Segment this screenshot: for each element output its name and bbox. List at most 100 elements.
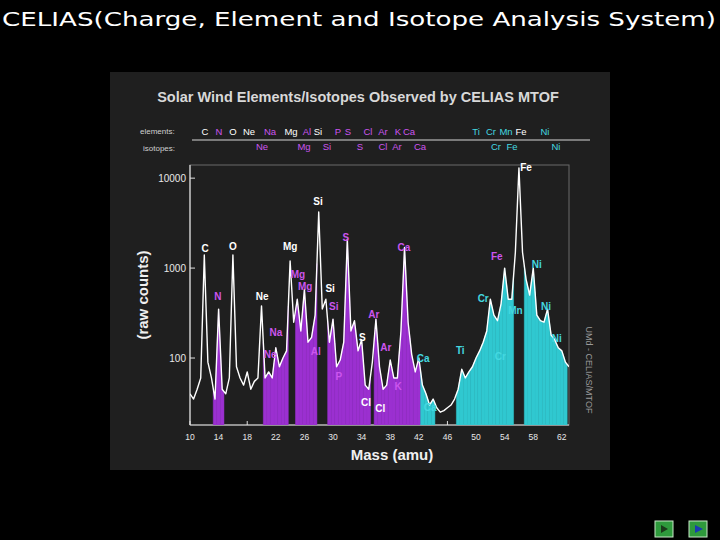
- y-axis: [189, 165, 190, 425]
- element-label: P: [335, 126, 341, 137]
- spectrum-fill: [481, 337, 485, 425]
- peak-label: Cr: [495, 351, 506, 362]
- peak-label: Ti: [456, 345, 465, 356]
- x-tick-label: 46: [443, 432, 453, 442]
- element-label: Ni: [541, 126, 550, 137]
- spectrum-fill: [492, 307, 496, 425]
- slide-title: CELIAS(Charge, Element and Isotope Analy…: [2, 7, 716, 31]
- x-tick: [190, 421, 191, 425]
- x-tick-label: 14: [214, 432, 224, 442]
- isotope-label: Mg: [297, 141, 310, 152]
- spectrum-fill: [471, 362, 475, 425]
- spectrum-line: [190, 168, 569, 412]
- element-label: O: [229, 126, 236, 137]
- x-tick: [247, 421, 248, 425]
- peak-label: Ca: [417, 353, 430, 364]
- side-credit: UMd - CELIAS/MTOF: [584, 327, 594, 414]
- nav-next-icon[interactable]: [695, 525, 703, 533]
- spectrum-fill: [478, 347, 482, 425]
- spectrum-fill: [503, 268, 507, 425]
- x-tick-label: 10: [185, 432, 195, 442]
- figure-panel: [110, 72, 610, 470]
- peak-label: Cl: [361, 397, 371, 408]
- x-tick-label: 38: [385, 432, 395, 442]
- peak-label: Ar: [368, 309, 379, 320]
- peak-label: Na: [269, 327, 282, 338]
- spectrum-fill: [489, 299, 493, 425]
- isotope-label: Fe: [506, 141, 517, 152]
- isotope-label: Ni: [552, 141, 561, 152]
- peak-label: O: [229, 241, 237, 252]
- x-axis-label: Mass (amu): [351, 446, 434, 463]
- x-tick-label: 50: [471, 432, 481, 442]
- isotope-label: Ne: [256, 141, 268, 152]
- spectrum-fill: [542, 316, 546, 425]
- peak-label: Mg: [283, 241, 297, 252]
- peak-label: C: [201, 243, 208, 254]
- x-tick: [447, 421, 448, 425]
- peak-label: Cl: [375, 403, 385, 414]
- spectrum-fill: [539, 318, 543, 425]
- x-tick-label: 58: [529, 432, 539, 442]
- element-label: Cl: [364, 126, 373, 137]
- x-tick-label: 34: [357, 432, 367, 442]
- x-tick-label: 42: [414, 432, 424, 442]
- x-tick-label: 30: [328, 432, 338, 442]
- peak-label: Mg: [298, 281, 312, 292]
- spectrum-fill: [556, 344, 560, 425]
- isotope-label: Cr: [491, 141, 501, 152]
- element-label: Na: [264, 126, 277, 137]
- nav-back-icon[interactable]: [661, 525, 668, 533]
- peak-label: S: [359, 332, 366, 343]
- peak-label: S: [343, 232, 350, 243]
- elements-label: elements:: [140, 127, 175, 136]
- isotope-label: Ca: [414, 141, 427, 152]
- nav-back-button[interactable]: [655, 521, 673, 537]
- peak-label: Ca: [424, 402, 437, 413]
- spectrum-fill: [310, 326, 314, 425]
- spectrum-fill: [546, 309, 550, 425]
- spectrum-fill: [553, 337, 557, 425]
- spectrum-fill: [524, 266, 528, 425]
- element-label: Mn: [499, 126, 512, 137]
- x-tick-label: 26: [300, 432, 310, 442]
- peak-label: Ni: [552, 333, 562, 344]
- peak-label: Si: [325, 283, 335, 294]
- peak-label: Ar: [380, 342, 391, 353]
- peak-label: N: [214, 291, 221, 302]
- element-label: K: [395, 126, 402, 137]
- nav-next-box[interactable]: [689, 521, 707, 537]
- peak-label: Cr: [478, 293, 489, 304]
- x-tick-label: 22: [271, 432, 281, 442]
- element-label: Mg: [284, 126, 297, 137]
- spectrum-fill: [467, 369, 471, 425]
- spectrum-fill: [474, 354, 478, 425]
- isotope-label: Si: [323, 141, 331, 152]
- peak-label: Al: [311, 346, 321, 357]
- y-axis-label: (raw counts): [134, 250, 151, 339]
- spectrum-fill: [295, 299, 299, 425]
- nav-back-box[interactable]: [655, 521, 673, 537]
- peak-label: Ne: [264, 349, 277, 360]
- spectrum-fill: [267, 372, 271, 425]
- element-label: Ti: [472, 126, 480, 137]
- x-tick-label: 18: [242, 432, 252, 442]
- x-tick-label: 54: [500, 432, 510, 442]
- spectrum-fill: [560, 349, 564, 425]
- x-tick-label: 62: [557, 432, 567, 442]
- element-label: Ne: [243, 126, 255, 137]
- element-label: Cr: [486, 126, 496, 137]
- element-label: Fe: [515, 126, 526, 137]
- element-label: Ca: [403, 126, 416, 137]
- element-label: C: [202, 126, 209, 137]
- peak-label: Si: [329, 301, 339, 312]
- y-tick: [190, 358, 195, 359]
- spectrum-fill: [564, 357, 568, 425]
- y-tick-label: 100: [169, 353, 186, 364]
- peak-label: Si: [313, 196, 323, 207]
- spectrum-fill: [281, 354, 285, 425]
- nav-next-button[interactable]: [689, 521, 707, 537]
- element-label: S: [345, 126, 351, 137]
- chart-title: Solar Wind Elements/Isotopes Observed by…: [157, 89, 559, 105]
- peak-label: Mg: [291, 269, 305, 280]
